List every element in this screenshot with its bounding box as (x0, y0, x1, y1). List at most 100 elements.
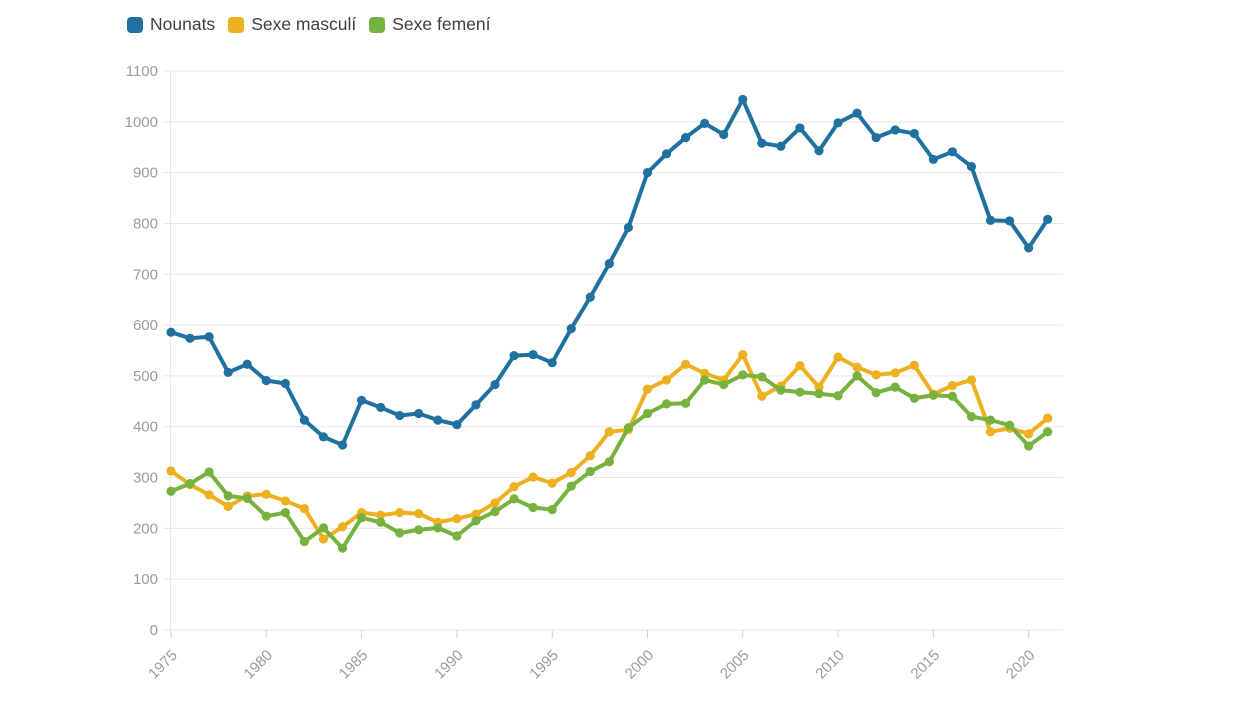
data-point-nounats-1990[interactable] (452, 420, 462, 430)
data-point-sexe-femeni-1997[interactable] (585, 466, 595, 477)
data-point-sexe-masculi-2001[interactable] (661, 375, 672, 385)
data-point-sexe-femeni-1994[interactable] (528, 502, 538, 513)
data-point-nounats-2011[interactable] (852, 108, 862, 118)
data-point-sexe-masculi-1984[interactable] (337, 522, 348, 532)
data-point-sexe-femeni-2019[interactable] (1004, 420, 1015, 430)
data-point-sexe-masculi-2016[interactable] (947, 380, 958, 391)
data-point-sexe-masculi-1998[interactable] (604, 427, 614, 437)
data-point-sexe-femeni-2018[interactable] (985, 415, 996, 425)
data-point-nounats-1998[interactable] (604, 259, 614, 269)
data-point-sexe-masculi-2006[interactable] (757, 391, 767, 401)
data-point-nounats-1992[interactable] (490, 379, 500, 390)
legend-item-sexe-masculi[interactable]: Sexe masculí (228, 15, 356, 34)
data-point-sexe-masculi-2017[interactable] (966, 375, 977, 385)
data-point-sexe-masculi-1995[interactable] (547, 478, 557, 488)
data-point-sexe-masculi-2000[interactable] (642, 384, 653, 394)
data-point-nounats-2016[interactable] (947, 147, 958, 157)
data-point-sexe-masculi-1992[interactable] (490, 498, 500, 508)
data-point-sexe-femeni-1992[interactable] (490, 506, 500, 517)
data-point-nounats-1993[interactable] (509, 350, 519, 361)
data-point-nounats-1984[interactable] (337, 440, 348, 450)
data-point-nounats-2002[interactable] (680, 132, 691, 143)
data-point-sexe-femeni-1975[interactable] (166, 486, 176, 496)
data-point-sexe-masculi-1990[interactable] (452, 514, 462, 524)
data-point-nounats-2012[interactable] (871, 132, 881, 143)
data-point-sexe-femeni-2000[interactable] (642, 408, 653, 419)
data-point-sexe-femeni-1996[interactable] (566, 481, 576, 491)
data-point-sexe-femeni-1993[interactable] (509, 494, 519, 504)
data-point-nounats-1989[interactable] (433, 415, 443, 425)
data-point-sexe-masculi-1988[interactable] (414, 509, 424, 519)
data-point-nounats-2013[interactable] (890, 125, 900, 135)
data-point-sexe-femeni-2005[interactable] (738, 370, 748, 380)
data-point-sexe-masculi-1997[interactable] (585, 451, 595, 461)
data-point-sexe-femeni-2009[interactable] (814, 389, 824, 399)
data-point-sexe-femeni-2015[interactable] (928, 390, 938, 400)
data-point-nounats-1994[interactable] (528, 349, 538, 360)
data-point-sexe-femeni-1976[interactable] (185, 479, 195, 489)
data-point-nounats-1978[interactable] (223, 367, 233, 377)
data-point-sexe-femeni-2021[interactable] (1043, 427, 1053, 437)
data-point-nounats-1987[interactable] (395, 410, 405, 421)
data-point-sexe-femeni-1980[interactable] (261, 511, 271, 521)
data-point-sexe-masculi-1977[interactable] (204, 490, 214, 500)
data-point-sexe-masculi-1982[interactable] (299, 503, 310, 514)
data-point-nounats-2010[interactable] (833, 118, 843, 128)
data-point-sexe-femeni-2006[interactable] (757, 372, 767, 382)
data-point-nounats-2019[interactable] (1004, 216, 1015, 226)
data-point-sexe-femeni-1983[interactable] (318, 523, 329, 533)
data-point-sexe-femeni-2014[interactable] (909, 393, 919, 403)
data-point-sexe-femeni-1989[interactable] (433, 523, 443, 533)
data-point-sexe-masculi-1987[interactable] (395, 508, 405, 518)
data-point-sexe-femeni-2008[interactable] (795, 387, 805, 397)
data-point-sexe-femeni-1985[interactable] (356, 513, 367, 523)
data-point-nounats-2003[interactable] (700, 118, 710, 128)
data-point-sexe-masculi-1981[interactable] (280, 496, 290, 506)
data-point-nounats-2001[interactable] (661, 149, 672, 159)
data-point-sexe-masculi-1983[interactable] (318, 534, 329, 544)
data-point-nounats-2009[interactable] (814, 146, 824, 156)
data-point-nounats-1983[interactable] (318, 432, 329, 442)
data-point-sexe-femeni-1990[interactable] (452, 531, 462, 541)
data-point-nounats-1980[interactable] (261, 375, 271, 386)
data-point-nounats-2005[interactable] (738, 94, 748, 105)
data-point-nounats-1995[interactable] (547, 358, 557, 368)
data-point-sexe-masculi-2010[interactable] (833, 352, 843, 362)
data-point-sexe-masculi-1993[interactable] (509, 482, 519, 492)
data-point-nounats-1981[interactable] (280, 378, 290, 389)
data-point-sexe-femeni-2020[interactable] (1024, 441, 1034, 451)
data-point-sexe-masculi-1991[interactable] (471, 509, 481, 519)
data-point-sexe-femeni-1991[interactable] (471, 516, 481, 526)
data-point-nounats-2008[interactable] (795, 123, 805, 133)
data-point-sexe-femeni-2007[interactable] (776, 385, 786, 395)
data-point-sexe-masculi-2018[interactable] (985, 427, 996, 437)
data-point-sexe-femeni-1978[interactable] (223, 491, 233, 501)
data-point-nounats-2018[interactable] (985, 215, 996, 226)
data-point-sexe-femeni-2004[interactable] (719, 379, 729, 390)
data-point-sexe-masculi-1980[interactable] (261, 489, 271, 499)
data-point-sexe-masculi-2002[interactable] (680, 359, 691, 369)
data-point-nounats-1985[interactable] (356, 395, 367, 405)
data-point-nounats-2000[interactable] (642, 168, 653, 178)
data-point-sexe-femeni-2016[interactable] (947, 391, 958, 401)
data-point-nounats-2021[interactable] (1043, 214, 1053, 224)
legend-item-nounats[interactable]: Nounats (127, 15, 215, 34)
data-point-sexe-femeni-1984[interactable] (337, 543, 348, 553)
data-point-sexe-femeni-1999[interactable] (623, 423, 634, 433)
data-point-sexe-masculi-2003[interactable] (700, 368, 710, 378)
data-point-sexe-femeni-2001[interactable] (661, 399, 672, 409)
data-point-sexe-femeni-1995[interactable] (547, 504, 557, 515)
data-point-sexe-femeni-2010[interactable] (833, 391, 843, 401)
data-point-sexe-femeni-2003[interactable] (700, 375, 710, 385)
data-point-nounats-1991[interactable] (471, 400, 481, 410)
data-point-sexe-masculi-2012[interactable] (871, 370, 881, 380)
data-point-sexe-femeni-1987[interactable] (395, 528, 405, 538)
data-point-nounats-2017[interactable] (966, 161, 977, 172)
data-point-nounats-1979[interactable] (242, 359, 252, 369)
data-point-sexe-masculi-1975[interactable] (166, 466, 176, 476)
data-point-nounats-1976[interactable] (185, 333, 195, 343)
data-point-nounats-2006[interactable] (757, 138, 767, 148)
data-point-sexe-femeni-2013[interactable] (890, 382, 900, 392)
data-point-nounats-1982[interactable] (299, 415, 310, 425)
data-point-sexe-femeni-1988[interactable] (414, 525, 424, 535)
